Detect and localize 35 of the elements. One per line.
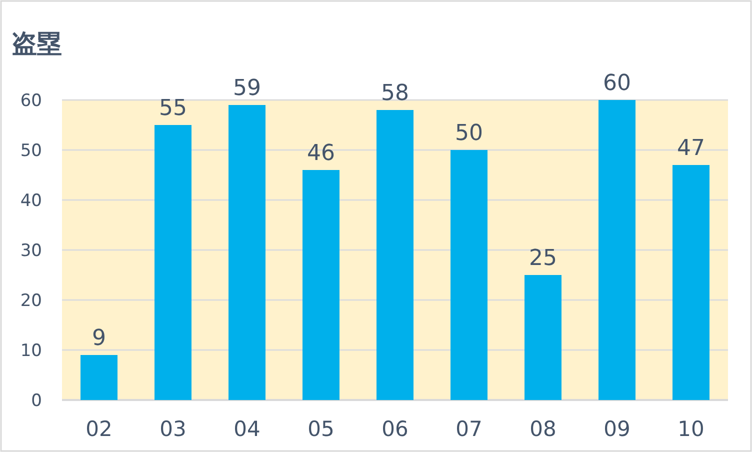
data-label: 9 (92, 326, 106, 351)
bar (228, 105, 266, 400)
bar (450, 150, 488, 400)
bar (598, 100, 636, 400)
y-tick-label: 50 (20, 141, 42, 161)
y-tick-label: 20 (20, 291, 42, 311)
bar (524, 275, 562, 400)
data-label: 58 (381, 81, 409, 106)
data-label: 59 (233, 76, 261, 101)
bar (672, 165, 710, 400)
x-tick-label: 10 (678, 417, 704, 441)
data-label: 47 (677, 136, 705, 161)
bar (302, 170, 340, 400)
data-label: 55 (159, 96, 187, 121)
x-tick-label: 09 (604, 417, 630, 441)
x-tick-label: 07 (456, 417, 482, 441)
bar (376, 110, 414, 400)
y-tick-label: 0 (31, 391, 42, 411)
x-tick-label: 05 (308, 417, 334, 441)
x-tick-label: 03 (160, 417, 186, 441)
y-tick-label: 30 (20, 241, 42, 261)
data-label: 46 (307, 141, 335, 166)
x-tick-label: 08 (530, 417, 556, 441)
bar (80, 355, 118, 400)
bar (154, 125, 192, 400)
y-tick-label: 60 (20, 91, 42, 111)
y-tick-label: 10 (20, 341, 42, 361)
data-label: 60 (603, 71, 631, 96)
x-tick-label: 06 (382, 417, 408, 441)
data-label: 50 (455, 121, 483, 146)
x-tick-label: 04 (234, 417, 260, 441)
data-label: 25 (529, 246, 557, 271)
chart-title: 盗塁 (12, 29, 62, 58)
y-tick-label: 40 (20, 191, 42, 211)
x-tick-label: 02 (86, 417, 112, 441)
